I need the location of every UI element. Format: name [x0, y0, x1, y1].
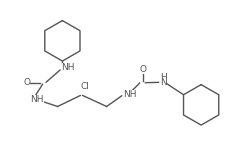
Text: NH: NH — [123, 90, 137, 99]
Text: NH: NH — [62, 63, 75, 72]
Text: O: O — [139, 65, 146, 74]
Text: Cl: Cl — [81, 82, 90, 91]
Text: O: O — [23, 78, 30, 87]
Text: H: H — [160, 73, 167, 82]
Text: NH: NH — [30, 95, 44, 104]
Text: N: N — [160, 78, 167, 87]
